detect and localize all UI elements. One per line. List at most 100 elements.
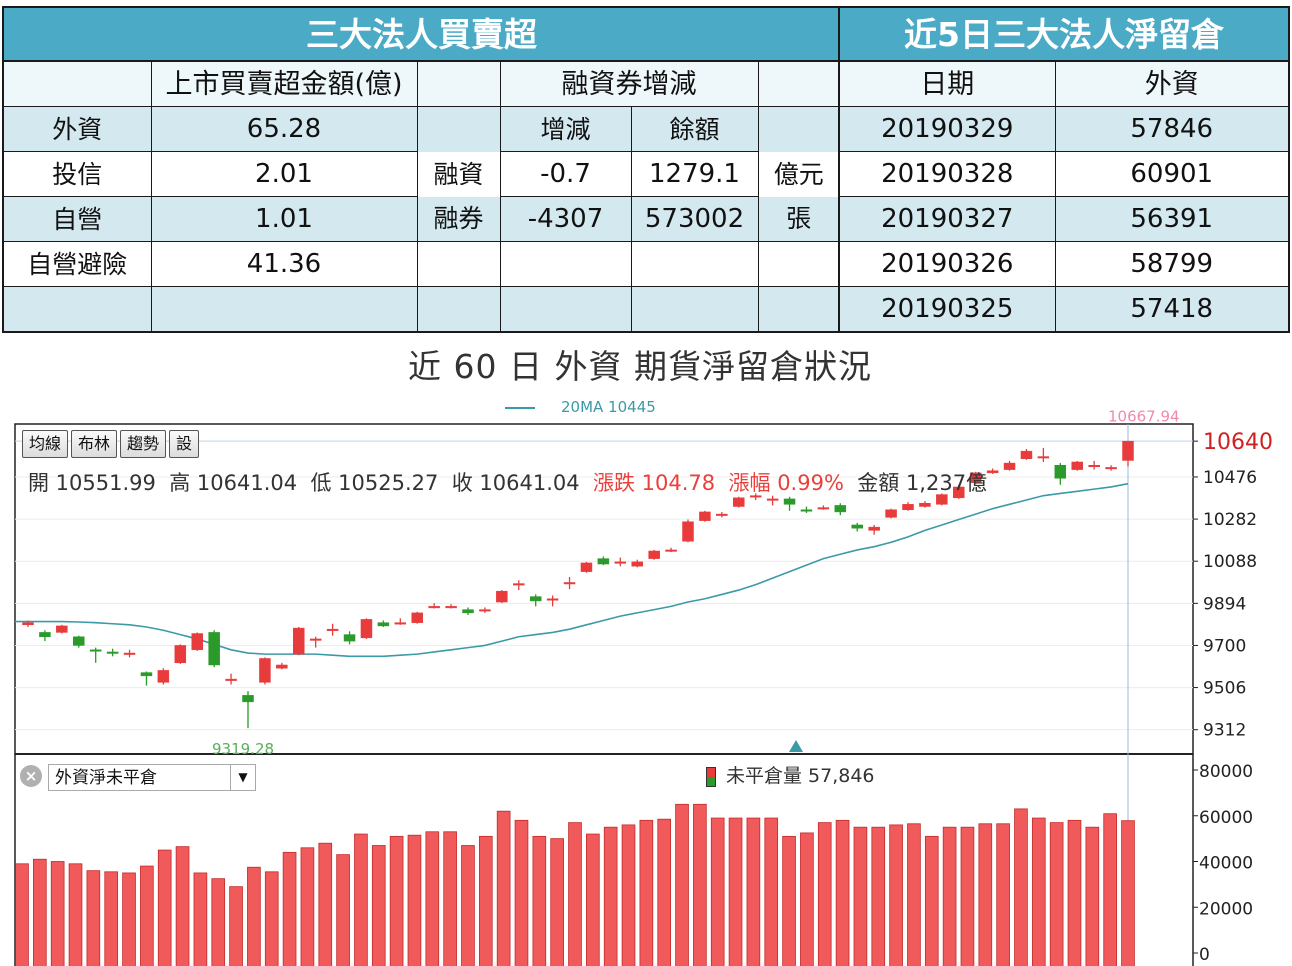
ma20-line: [15, 482, 1129, 658]
bollinger-button[interactable]: 布林: [71, 430, 118, 458]
max-price-label: 10667.94: [1108, 407, 1180, 425]
candle-body: [919, 502, 931, 507]
oi-bar: [978, 823, 993, 966]
last-price-label: 10640: [1203, 430, 1273, 455]
oi-bar: [282, 851, 297, 966]
candle-body: [986, 470, 999, 474]
oi-bar: [924, 835, 939, 966]
table-row-value: 57418: [1054, 286, 1290, 333]
candle-body: [411, 612, 423, 623]
candle-body: [259, 658, 271, 683]
candle-body: [1071, 461, 1083, 470]
ma-legend-label: 20MA 10445: [561, 398, 656, 416]
candle-body: [665, 549, 677, 552]
row-name: 外資: [2, 106, 152, 152]
candle-body: [445, 606, 457, 609]
row-name: 自營避險: [2, 241, 152, 287]
candle-body: [614, 561, 627, 564]
candle-body: [851, 524, 863, 529]
price-tick-label: 9894: [1203, 594, 1246, 614]
candle-body: [326, 628, 339, 631]
oi-bar: [389, 835, 404, 966]
candle-body: [936, 494, 948, 505]
candle-body: [106, 651, 119, 654]
price-tick-label: 10476: [1203, 468, 1257, 488]
oi-bar: [354, 833, 368, 966]
candle-body: [343, 634, 356, 642]
oi-bar: [1103, 813, 1117, 966]
candle-body: [1054, 465, 1067, 479]
candle-body: [22, 622, 34, 626]
row-amount: 41.36: [150, 241, 418, 287]
candle-body: [242, 695, 254, 703]
close-indicator-icon[interactable]: ×: [20, 765, 42, 787]
oi-tick-label: 80000: [1199, 762, 1253, 782]
short-unit: 張: [757, 196, 841, 242]
margin-name: 融資: [416, 151, 501, 197]
row-name: 自營: [2, 196, 152, 242]
oi-bar: [478, 835, 493, 966]
price-tick-label: 9506: [1203, 679, 1246, 699]
oi-bar: [586, 833, 600, 966]
trend-button[interactable]: 趨勢: [120, 430, 167, 458]
oi-bar: [639, 819, 654, 966]
ma-button[interactable]: 均線: [22, 430, 69, 458]
oi-bar: [157, 849, 172, 966]
chevron-down-icon[interactable]: ▼: [230, 765, 255, 790]
margin-header: 融資券增減: [499, 60, 759, 107]
table-row-date: 20190327: [838, 196, 1056, 242]
margin-balance: 1279.1: [630, 151, 759, 197]
oi-bar: [621, 824, 636, 966]
table-row-value: 56391: [1054, 196, 1290, 242]
oi-bar: [443, 831, 457, 966]
oi-bar: [1085, 826, 1100, 966]
oi-bar: [50, 861, 65, 966]
oi-legend-swatch: [706, 766, 716, 787]
candle-body: [513, 583, 525, 586]
oi-bar: [532, 835, 547, 966]
oi-bar: [800, 832, 814, 966]
institutional-net-buy-table: 三大法人買賣超 上市買賣超金額(億) 融資券增減 外資 65.28 增減 餘額 …: [1, 6, 842, 333]
oi-bar: [1014, 808, 1028, 966]
candle-body: [73, 636, 85, 646]
candle-body: [123, 652, 136, 655]
foreign-header: 外資: [1054, 60, 1290, 107]
balance-header: 餘額: [630, 106, 759, 152]
oi-bar: [889, 824, 903, 966]
candle-body: [800, 509, 813, 512]
table-row-value: 58799: [1054, 241, 1290, 287]
amount-value: 金額 1,237億: [857, 471, 988, 495]
date-header: 日期: [838, 60, 1056, 107]
open-value: 開 10551.99: [28, 471, 156, 495]
candle-body: [140, 672, 153, 677]
oi-bar: [657, 818, 672, 966]
row-name: 投信: [2, 151, 152, 197]
candle-body: [885, 509, 897, 518]
oi-bar: [336, 854, 350, 966]
oi-bar: [229, 886, 243, 966]
indicator-select[interactable]: 外資淨未平倉 ▼: [48, 764, 256, 791]
oi-bar: [1121, 820, 1135, 966]
oi-bar: [15, 863, 29, 966]
candle-body: [834, 505, 847, 513]
candle-body: [699, 511, 711, 521]
oi-bar: [33, 858, 47, 966]
oi-tick-label: 60000: [1199, 808, 1253, 828]
candle-body: [89, 649, 102, 652]
candle-body: [969, 472, 982, 483]
oi-bar: [514, 819, 529, 966]
oi-bar: [211, 878, 226, 966]
chart-title: 近 60 日 外資 期貨淨留倉狀況: [408, 347, 872, 386]
oi-bar: [568, 822, 582, 966]
oi-bar: [710, 817, 725, 966]
margin-unit: 億元: [757, 151, 841, 197]
table-row-value: 57846: [1054, 106, 1290, 152]
candle-body: [377, 622, 390, 627]
candle-body: [309, 638, 322, 641]
oi-bar: [764, 817, 779, 966]
oi-bar: [871, 826, 886, 966]
oi-bar: [425, 831, 440, 966]
ohlc-readout: 開 10551.99 高 10641.04 低 10525.27 收 10641…: [28, 467, 987, 497]
settings-button[interactable]: 設: [169, 430, 200, 458]
